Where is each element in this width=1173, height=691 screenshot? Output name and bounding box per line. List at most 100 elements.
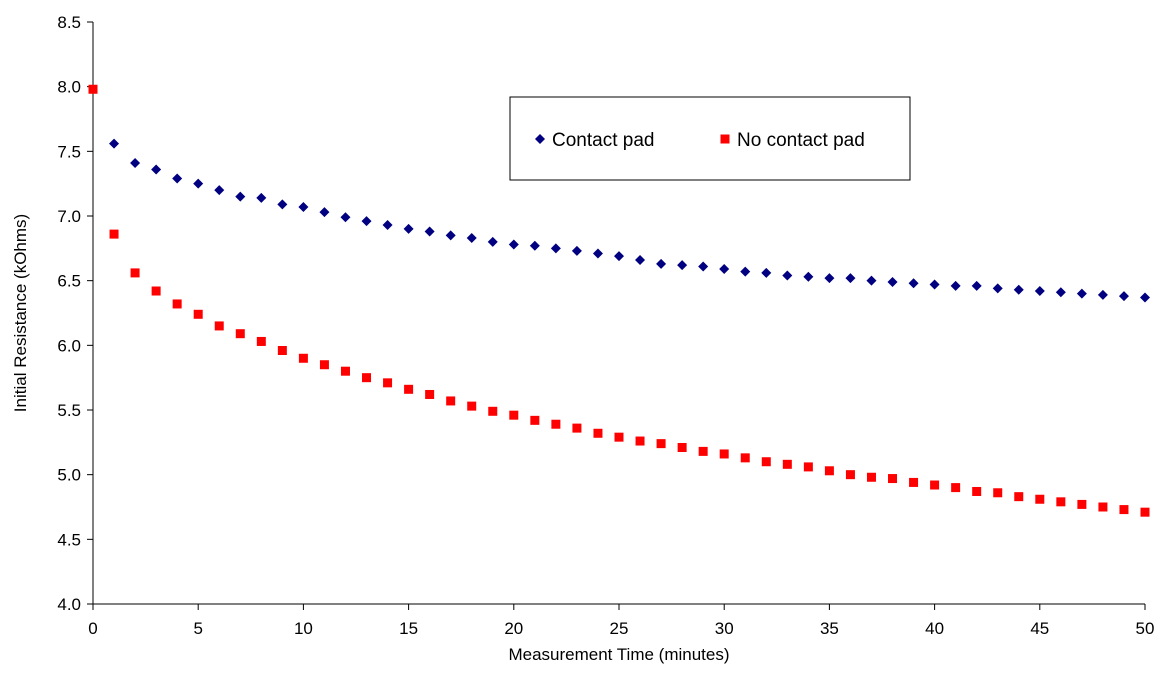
y-tick-label: 4.5: [57, 530, 81, 549]
data-point: [319, 207, 330, 218]
data-point: [993, 488, 1003, 498]
y-tick-label: 5.0: [57, 466, 81, 485]
data-point: [551, 419, 561, 429]
data-point: [508, 239, 519, 250]
legend-box: [509, 96, 911, 181]
legend-label: Contact pad: [552, 130, 654, 151]
data-point: [404, 384, 414, 394]
data-point: [592, 248, 603, 259]
legend-marker: [720, 134, 730, 144]
data-point: [1034, 286, 1045, 297]
plot-series: [88, 84, 1150, 517]
data-point: [529, 240, 540, 251]
data-point: [1077, 499, 1087, 509]
y-axis-title: Initial Resistance (kOhms): [11, 214, 30, 412]
data-point: [656, 439, 666, 449]
x-tick-label: 5: [193, 619, 202, 638]
y-tick-label: 7.0: [57, 207, 81, 226]
data-point: [761, 457, 771, 467]
data-point: [803, 271, 814, 282]
data-point: [782, 270, 793, 281]
data-point: [172, 299, 182, 309]
data-point: [550, 243, 561, 254]
data-point: [509, 410, 519, 420]
data-point: [362, 373, 372, 383]
legend-marker: [535, 134, 545, 144]
data-point: [950, 280, 961, 291]
data-point: [1056, 497, 1066, 507]
data-point: [845, 470, 855, 480]
series-contact-pad: [109, 138, 1150, 303]
data-point: [446, 396, 456, 406]
y-tick-label: 6.5: [57, 272, 81, 291]
y-tick-label: 4.0: [57, 595, 81, 614]
data-point: [1097, 289, 1108, 300]
data-point: [256, 336, 266, 346]
data-point: [656, 258, 667, 269]
data-point: [488, 406, 498, 416]
legend-items: Contact pad No contact pad: [535, 130, 865, 151]
x-tick-label: 30: [715, 619, 734, 638]
data-point: [467, 401, 477, 411]
data-point: [487, 236, 498, 247]
data-point: [193, 178, 204, 189]
x-axis-title: Measurement Time (minutes): [508, 645, 729, 664]
data-point: [908, 278, 919, 289]
data-point: [88, 84, 98, 94]
data-point: [340, 366, 350, 376]
data-point: [1098, 502, 1108, 512]
legend: Contact pad No contact pad: [509, 96, 911, 181]
y-tick-label: 6.0: [57, 336, 81, 355]
data-point: [1035, 494, 1045, 504]
data-point: [130, 157, 141, 168]
x-tick-label: 50: [1136, 619, 1155, 638]
data-point: [382, 220, 393, 231]
data-point: [571, 245, 582, 256]
data-point: [383, 378, 393, 388]
data-point: [782, 459, 792, 469]
x-tick-label: 40: [925, 619, 944, 638]
data-point: [277, 346, 287, 356]
data-point: [1055, 287, 1066, 298]
data-point: [992, 283, 1003, 294]
data-point: [235, 191, 246, 202]
data-point: [109, 138, 120, 149]
data-point: [572, 423, 582, 433]
x-tick-label: 35: [820, 619, 839, 638]
data-point: [1014, 492, 1024, 502]
data-point: [740, 453, 750, 463]
data-point: [1013, 284, 1024, 295]
data-point: [425, 389, 435, 399]
data-point: [866, 472, 876, 482]
data-point: [193, 309, 203, 319]
data-point: [635, 436, 645, 446]
data-point: [972, 486, 982, 496]
data-point: [824, 273, 835, 284]
data-point: [929, 279, 940, 290]
data-point: [909, 477, 919, 487]
data-point: [698, 446, 708, 456]
y-tick-label: 8.5: [57, 13, 81, 32]
x-tick-label: 20: [504, 619, 523, 638]
data-point: [1119, 505, 1129, 515]
data-point: [824, 466, 834, 476]
data-point: [403, 223, 414, 234]
legend-label: No contact pad: [737, 130, 865, 151]
data-point: [677, 260, 688, 271]
x-tick-label: 15: [399, 619, 418, 638]
data-point: [151, 286, 161, 296]
y-tick-label: 7.5: [57, 142, 81, 161]
data-point: [361, 216, 372, 227]
data-point: [719, 449, 729, 459]
data-point: [614, 432, 624, 442]
data-point: [445, 230, 456, 241]
data-point: [1140, 292, 1150, 303]
data-point: [635, 254, 646, 265]
data-point: [109, 229, 119, 239]
data-point: [740, 266, 751, 277]
data-point: [214, 185, 225, 196]
y-axis-ticks: 4.0 4.5 5.0 5.5 6.0 6.5 7.0 7.5 8.0 8.5: [57, 13, 93, 614]
series-no-contact-pad: [88, 84, 1150, 517]
data-point: [151, 164, 162, 175]
